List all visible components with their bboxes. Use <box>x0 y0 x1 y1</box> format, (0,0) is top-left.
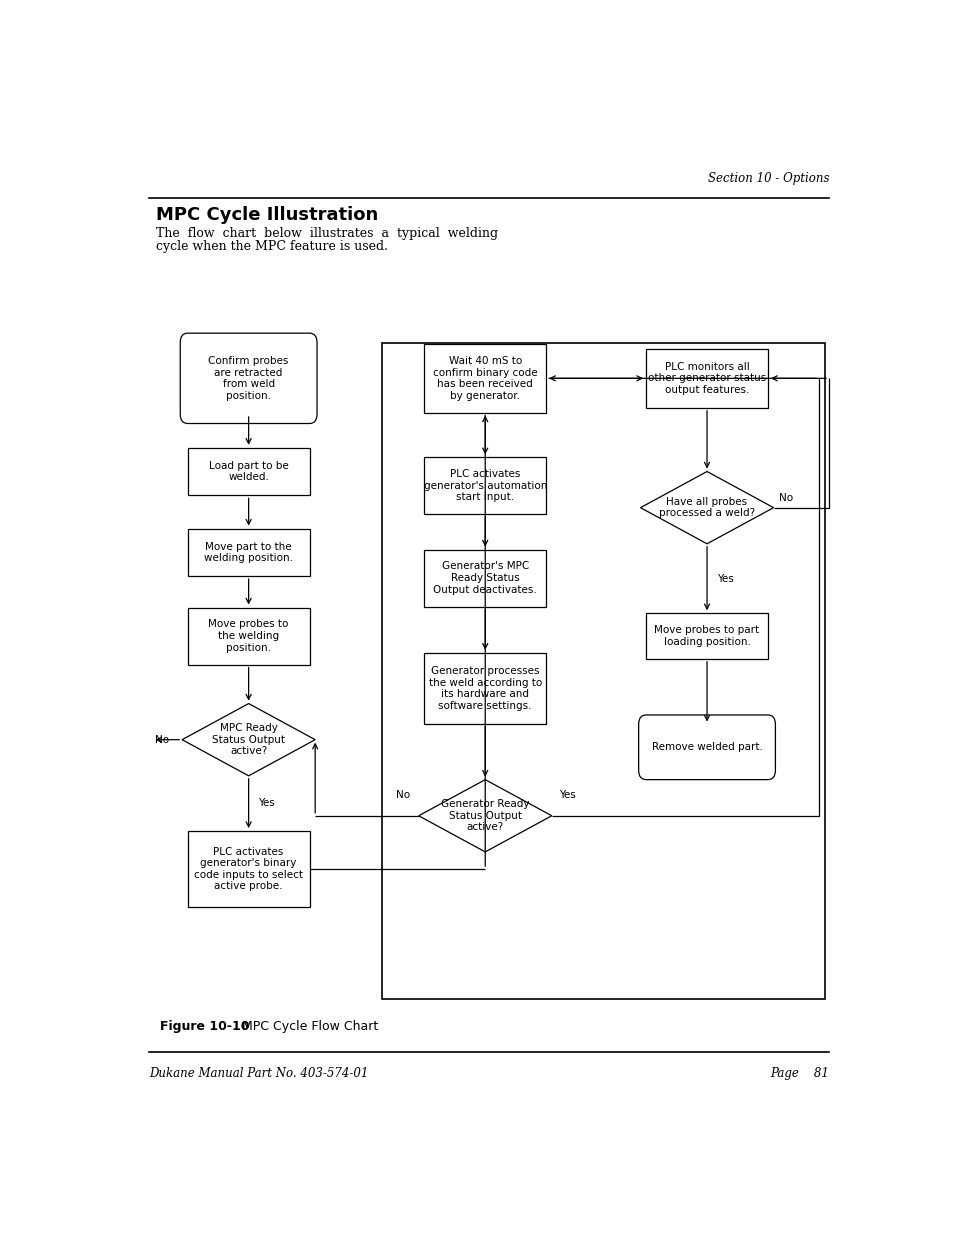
Text: Wait 40 mS to
confirm binary code
has been received
by generator.: Wait 40 mS to confirm binary code has be… <box>433 356 537 400</box>
FancyBboxPatch shape <box>424 457 546 514</box>
Text: Remove welded part.: Remove welded part. <box>651 742 761 752</box>
Text: Yes: Yes <box>258 798 274 809</box>
Polygon shape <box>639 472 773 543</box>
FancyBboxPatch shape <box>180 333 316 424</box>
FancyBboxPatch shape <box>188 608 310 664</box>
FancyBboxPatch shape <box>638 715 775 779</box>
Text: Section 10 - Options: Section 10 - Options <box>707 172 828 185</box>
Text: cycle when the MPC feature is used.: cycle when the MPC feature is used. <box>156 240 388 253</box>
Text: Page    81: Page 81 <box>769 1067 828 1079</box>
FancyBboxPatch shape <box>645 348 767 408</box>
Text: Generator Ready
Status Output
active?: Generator Ready Status Output active? <box>440 799 529 832</box>
Text: Generator's MPC
Ready Status
Output deactivates.: Generator's MPC Ready Status Output deac… <box>433 562 537 594</box>
Text: Have all probes
processed a weld?: Have all probes processed a weld? <box>659 496 755 519</box>
Text: MPC Cycle Flow Chart: MPC Cycle Flow Chart <box>237 1020 377 1034</box>
Text: Move part to the
welding position.: Move part to the welding position. <box>204 542 293 563</box>
FancyBboxPatch shape <box>188 448 310 495</box>
Text: Move probes to part
loading position.: Move probes to part loading position. <box>654 625 759 647</box>
Text: The  flow  chart  below  illustrates  a  typical  welding: The flow chart below illustrates a typic… <box>156 227 497 241</box>
Text: No: No <box>779 493 793 503</box>
Text: No: No <box>154 735 169 745</box>
Text: MPC Cycle Illustration: MPC Cycle Illustration <box>156 206 378 224</box>
Text: PLC monitors all
other generator status
output features.: PLC monitors all other generator status … <box>647 362 765 395</box>
Text: Figure 10-10: Figure 10-10 <box>160 1020 249 1034</box>
FancyBboxPatch shape <box>424 345 546 412</box>
Polygon shape <box>418 779 551 852</box>
Text: Move probes to
the welding
position.: Move probes to the welding position. <box>208 620 289 652</box>
FancyBboxPatch shape <box>188 529 310 576</box>
Text: PLC activates
generator's automation
start input.: PLC activates generator's automation sta… <box>423 469 546 503</box>
FancyBboxPatch shape <box>424 550 546 606</box>
Text: Generator processes
the weld according to
its hardware and
software settings.: Generator processes the weld according t… <box>428 666 541 710</box>
Text: No: No <box>395 790 410 800</box>
Text: Yes: Yes <box>558 790 576 800</box>
Text: Yes: Yes <box>716 573 733 583</box>
Text: Load part to be
welded.: Load part to be welded. <box>209 461 288 483</box>
Text: MPC Ready
Status Output
active?: MPC Ready Status Output active? <box>212 722 285 756</box>
Text: PLC activates
generator's binary
code inputs to select
active probe.: PLC activates generator's binary code in… <box>193 847 303 892</box>
FancyBboxPatch shape <box>645 614 767 658</box>
Text: Dukane Manual Part No. 403-574-01: Dukane Manual Part No. 403-574-01 <box>149 1067 368 1079</box>
Text: Confirm probes
are retracted
from weld
position.: Confirm probes are retracted from weld p… <box>208 356 289 400</box>
FancyBboxPatch shape <box>188 831 310 906</box>
Polygon shape <box>182 704 314 776</box>
FancyBboxPatch shape <box>424 652 546 724</box>
Bar <box>381 343 824 999</box>
